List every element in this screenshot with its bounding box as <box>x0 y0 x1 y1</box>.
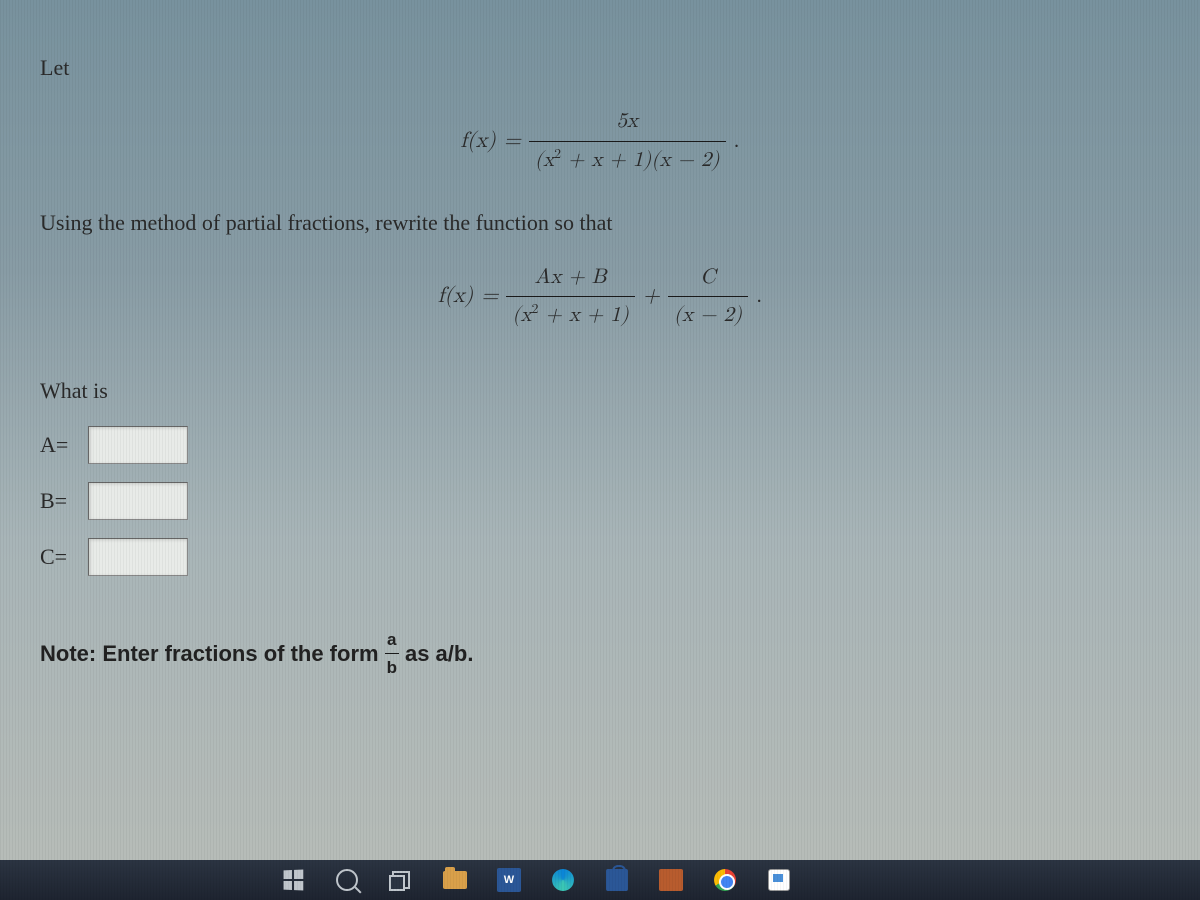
explorer-button[interactable] <box>442 867 468 893</box>
chrome-icon <box>714 869 736 891</box>
eq1-denominator: (x2 + x + 1)(x − 2) <box>529 142 726 178</box>
paint-icon <box>768 869 790 891</box>
input-row-a: A= <box>40 426 1160 464</box>
chrome-button[interactable] <box>712 867 738 893</box>
eq1-period: . <box>734 124 740 159</box>
word-button[interactable]: W <box>496 867 522 893</box>
note-prefix: Note: Enter fractions of the form <box>40 636 379 671</box>
label-b: B= <box>40 483 80 518</box>
search-button[interactable] <box>334 867 360 893</box>
app1-icon <box>659 869 683 891</box>
taskview-icon <box>392 871 410 889</box>
eq2-lhs: f(x) <box>438 279 473 314</box>
input-row-b: B= <box>40 482 1160 520</box>
edge-icon <box>552 869 574 891</box>
input-row-c: C= <box>40 538 1160 576</box>
eq1-lhs: f(x) <box>460 124 495 159</box>
eq2-term2: C (x − 2) <box>668 261 748 333</box>
store-button[interactable] <box>604 867 630 893</box>
eq2-term2-num: C <box>668 261 748 298</box>
eq2-period: . <box>756 279 762 314</box>
what-is-text: What is <box>40 373 1160 408</box>
eq2-term1-den: (x2 + x + 1) <box>506 297 634 333</box>
eq2-equals: = <box>481 279 498 314</box>
eq1-numerator: 5x <box>529 105 726 142</box>
edge-button[interactable] <box>550 867 576 893</box>
taskview-button[interactable] <box>388 867 414 893</box>
eq1-fraction: 5x (x2 + x + 1)(x − 2) <box>529 105 726 177</box>
label-a: A= <box>40 427 80 462</box>
question-body: Let f(x) = 5x (x2 + x + 1)(x − 2) . Usin… <box>0 0 1200 721</box>
eq2-term1-num: Ax + B <box>506 261 634 298</box>
prompt-text: Using the method of partial fractions, r… <box>40 205 1160 240</box>
intro-text: Let <box>40 50 1160 85</box>
search-icon <box>336 869 358 891</box>
windows-icon <box>284 870 304 891</box>
equation-2: f(x) = Ax + B (x2 + x + 1) + C (x − 2) . <box>40 261 1160 333</box>
note-fraction: a b <box>385 626 399 681</box>
eq2-term1: Ax + B (x2 + x + 1) <box>506 261 634 333</box>
folder-icon <box>443 871 467 889</box>
note-text: Note: Enter fractions of the form a b as… <box>40 626 1160 681</box>
word-icon: W <box>497 868 521 892</box>
input-c[interactable] <box>88 538 188 576</box>
label-c: C= <box>40 539 80 574</box>
paint-button[interactable] <box>766 867 792 893</box>
taskbar: W <box>0 860 1200 900</box>
input-b[interactable] <box>88 482 188 520</box>
input-a[interactable] <box>88 426 188 464</box>
eq1-equals: = <box>504 124 521 159</box>
note-suffix: as a/b. <box>405 636 473 671</box>
eq2-plus: + <box>643 279 660 314</box>
start-button[interactable] <box>280 867 306 893</box>
app1-button[interactable] <box>658 867 684 893</box>
store-icon <box>606 869 628 891</box>
eq2-term2-den: (x − 2) <box>668 297 748 333</box>
equation-1: f(x) = 5x (x2 + x + 1)(x − 2) . <box>40 105 1160 177</box>
